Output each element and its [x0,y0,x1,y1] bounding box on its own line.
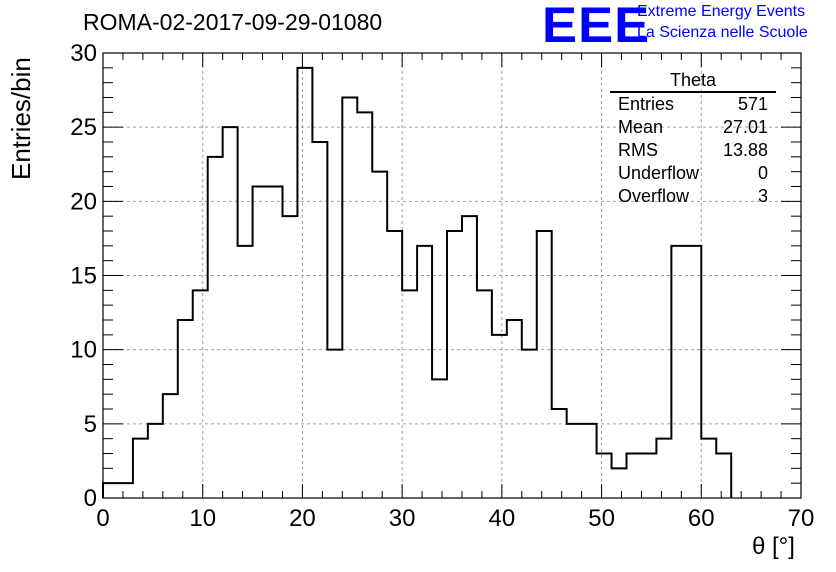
stats-label: Overflow [618,186,690,206]
histogram-bin [327,350,342,498]
x-tick-label: 20 [289,505,316,532]
eee-logo: EEE [542,0,651,53]
histogram-bin [342,98,357,499]
x-tick-label: 40 [489,505,516,532]
histogram-bin [193,290,208,498]
x-axis-label: θ [°] [752,533,795,560]
stats-value: 13.88 [722,140,768,160]
histogram-bin [178,320,193,498]
histogram-bin [417,246,432,498]
x-tick-label: 0 [96,505,109,532]
y-tick-label: 5 [84,411,97,438]
logo-subtitle-line1: Extreme Energy Events [637,3,806,20]
histogram-bin [552,409,567,498]
stats-label: Mean [618,117,664,137]
stats-row-mean: Mean 27.01 [610,116,776,139]
stats-title: Theta [610,70,776,93]
x-tick-label: 30 [389,505,416,532]
histogram-bin [567,424,582,498]
histogram-bin [387,231,402,498]
histogram-bin [253,187,268,499]
histogram-bin [133,439,148,498]
stats-value: 0 [757,163,768,183]
histogram-bin [103,483,118,498]
stats-row-rms: RMS 13.88 [610,139,776,162]
histogram-bin [656,439,671,498]
histogram-bin [118,483,133,498]
histogram-bin [163,394,178,498]
y-tick-label: 25 [70,114,97,141]
histogram-bin [492,335,507,498]
y-tick-label: 15 [70,263,97,290]
stats-box: Theta Entries 571 Mean 27.01 RMS 13.88 U… [610,70,776,208]
histogram-bin [432,379,447,498]
histogram-bin [627,454,642,499]
histogram-bin [597,454,612,499]
histogram-bin [357,112,372,498]
histogram-bin [686,246,701,498]
histogram-bin [671,246,686,498]
histogram-bin [522,350,537,498]
histogram-bin [716,454,731,499]
stats-label: Entries [618,94,675,114]
histogram-bin [372,172,387,498]
stats-value: 571 [737,94,768,114]
histogram-outline [102,66,733,498]
x-tick-label: 10 [189,505,216,532]
y-tick-label: 0 [84,485,97,512]
stats-label: RMS [618,140,658,160]
histogram-bin [477,290,492,498]
histogram-bin [208,157,223,498]
histogram-bin [148,424,163,498]
histogram-bin [402,290,417,498]
logo-subtitle-line2: La Scienza nelle Scuole [637,24,808,41]
chart-title: ROMA-02-2017-09-29-01080 [83,9,383,35]
x-tick-label: 60 [688,505,715,532]
histogram-bin [282,216,297,498]
histogram-bin [447,231,462,498]
histogram-bin [238,246,253,498]
histogram-bin [641,454,656,499]
stats-row-underflow: Underflow 0 [610,162,776,185]
x-tick-label: 50 [588,505,615,532]
histogram-bin [537,231,552,498]
stats-row-entries: Entries 571 [610,93,776,116]
stats-value: 27.01 [722,117,768,137]
stats-label: Underflow [618,163,700,183]
histogram-bin [582,424,597,498]
histogram-bin [612,468,627,498]
y-axis-label: Entries/bin [6,57,36,180]
y-tick-label: 30 [70,40,97,67]
histogram-bin [223,127,238,498]
histogram-bin [297,68,312,498]
stats-value: 3 [757,186,768,206]
histogram-bin [268,187,283,499]
histogram-bin [701,439,716,498]
x-tick-label: 70 [788,505,815,532]
y-tick-label: 20 [70,188,97,215]
histogram-bin [312,142,327,498]
y-tick-label: 10 [70,337,97,364]
histogram-bin [462,216,477,498]
stats-row-overflow: Overflow 3 [610,185,776,208]
histogram-bin [507,320,522,498]
